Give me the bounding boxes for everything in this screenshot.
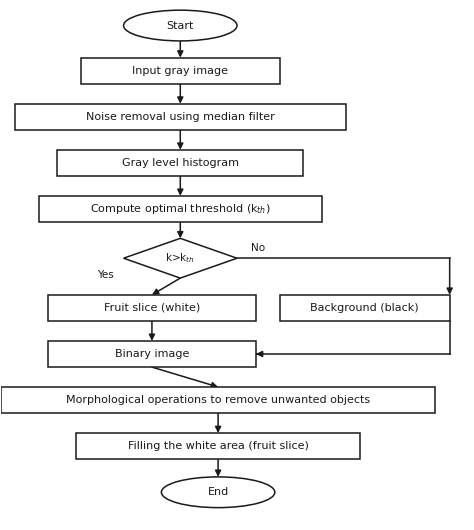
Text: Yes: Yes	[97, 270, 114, 279]
Text: Input gray image: Input gray image	[132, 66, 228, 76]
Bar	[76, 433, 360, 460]
Ellipse shape	[161, 477, 275, 508]
Text: Fruit slice (white): Fruit slice (white)	[104, 303, 200, 313]
Bar	[38, 196, 322, 222]
Bar	[48, 341, 256, 367]
Text: Noise removal using median filter: Noise removal using median filter	[86, 112, 274, 122]
Text: k>k$_{th}$: k>k$_{th}$	[165, 251, 195, 265]
Text: Binary image: Binary image	[115, 349, 189, 359]
Bar	[280, 295, 450, 321]
Bar	[81, 58, 280, 84]
Bar	[48, 295, 256, 321]
Text: No: No	[251, 243, 265, 253]
Text: Background (black): Background (black)	[310, 303, 419, 313]
Text: Compute optimal threshold (k$_{th}$): Compute optimal threshold (k$_{th}$)	[90, 202, 271, 216]
Text: Gray level histogram: Gray level histogram	[122, 158, 239, 168]
Bar	[15, 104, 346, 130]
Text: Filling the white area (fruit slice): Filling the white area (fruit slice)	[128, 441, 309, 451]
Text: End: End	[208, 487, 229, 497]
Polygon shape	[124, 238, 237, 278]
Text: Morphological operations to remove unwanted objects: Morphological operations to remove unwan…	[66, 395, 370, 405]
Bar	[0, 387, 436, 413]
Ellipse shape	[124, 10, 237, 41]
Bar	[57, 150, 303, 176]
Text: Start: Start	[166, 21, 194, 31]
